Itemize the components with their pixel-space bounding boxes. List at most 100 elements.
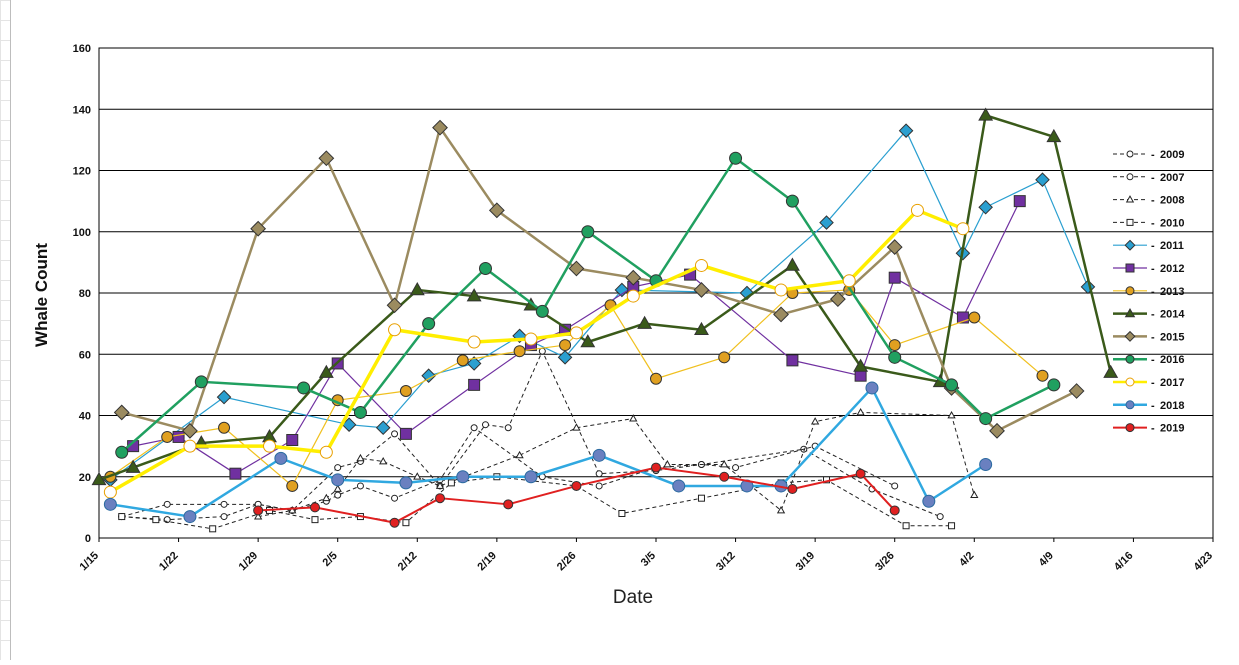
data-point-2008 — [629, 414, 638, 422]
data-point-2010 — [948, 522, 956, 530]
data-point-2017 — [569, 326, 583, 340]
x-tick-label: 2/19 — [475, 550, 499, 574]
legend-marker — [1124, 307, 1136, 318]
data-point-2015 — [386, 297, 403, 314]
data-point-2008 — [413, 472, 422, 480]
legend-entry-2015: -2015 — [1113, 330, 1184, 343]
series-2017 — [103, 203, 970, 499]
data-point-2007 — [356, 482, 364, 490]
data-point-2018 — [183, 510, 197, 524]
data-point-2014 — [1046, 128, 1062, 143]
data-point-2018 — [524, 470, 538, 484]
y-tick-label: 100 — [73, 227, 91, 239]
data-point-2011 — [466, 356, 482, 371]
data-point-2017 — [319, 445, 333, 459]
y-tick-label: 20 — [79, 472, 91, 484]
legend-entry-2014: -2014 — [1113, 307, 1185, 321]
data-point-2015 — [989, 422, 1005, 439]
data-point-2007 — [334, 491, 342, 499]
x-tick-label: 1/22 — [157, 550, 181, 574]
y-tick-label: 60 — [79, 349, 91, 361]
data-point-2010 — [402, 519, 410, 527]
x-tick-label: 4/2 — [957, 550, 976, 569]
x-tick-label: 3/5 — [639, 550, 658, 569]
series-line-2017 — [109, 208, 964, 494]
legend-separator: - — [1151, 309, 1155, 321]
data-point-2009 — [220, 500, 228, 508]
data-point-2013 — [559, 339, 572, 352]
legend-marker — [1124, 330, 1136, 342]
data-point-2017 — [842, 274, 856, 288]
series-line-2016 — [120, 157, 1055, 454]
data-point-2017 — [467, 335, 481, 349]
data-point-2013 — [161, 430, 174, 443]
x-tick-label: 2/26 — [555, 550, 579, 574]
data-point-2014 — [318, 364, 334, 378]
series-line-2018 — [110, 386, 987, 518]
chart-area: 0 20 40 60 80 100 120 140 160 1/15 1/22 1/29 2/5 2/1… — [10, 0, 1239, 660]
legend-separator: - — [1151, 149, 1155, 161]
data-point-2014 — [853, 358, 869, 372]
data-point-2008 — [947, 411, 956, 419]
data-point-2018 — [592, 448, 606, 462]
series-2009 — [118, 347, 944, 521]
data-point-2009 — [936, 513, 944, 521]
data-point-2007 — [391, 494, 399, 502]
data-point-2014 — [125, 459, 141, 473]
data-point-2013 — [218, 421, 231, 434]
legend-separator: - — [1151, 217, 1155, 229]
legend-entry-2018: -2018 — [1113, 400, 1184, 412]
data-point-2019 — [309, 502, 320, 513]
legend: -2009- 2007- 2008- 2010- 2011- 2012- 2013- 2014… — [1113, 149, 1185, 435]
data-point-2017 — [263, 439, 277, 453]
data-point-2012 — [399, 427, 412, 440]
data-point-2008 — [970, 490, 979, 499]
data-point-2016 — [785, 194, 799, 208]
legend-marker — [1125, 286, 1135, 296]
data-point-2010 — [697, 494, 705, 502]
data-point-2015 — [488, 202, 505, 219]
legend-label: 2017 — [1160, 377, 1184, 389]
series-line-2009 — [121, 350, 941, 518]
data-point-2016 — [115, 445, 129, 459]
data-point-2008 — [333, 484, 342, 492]
data-point-2017 — [626, 289, 640, 303]
x-tick-label: 3/26 — [873, 550, 897, 574]
series-line-2015 — [121, 126, 1078, 433]
data-point-2017 — [956, 222, 970, 236]
legend-label: 2010 — [1160, 217, 1184, 229]
data-point-2009 — [504, 424, 512, 432]
legend-label: 2011 — [1160, 240, 1184, 252]
data-point-2012 — [1013, 195, 1026, 208]
data-point-2019 — [855, 468, 866, 479]
data-point-2019 — [719, 471, 730, 482]
data-point-2016 — [945, 378, 959, 392]
series-lines — [91, 107, 1119, 533]
legend-entry-2007: -2007 — [1113, 172, 1184, 184]
data-point-2009 — [595, 470, 603, 478]
data-point-2014 — [580, 334, 596, 348]
series-2011 — [103, 123, 1096, 488]
data-point-2013 — [456, 354, 469, 367]
data-point-2016 — [888, 350, 902, 364]
data-point-2011 — [1035, 172, 1050, 187]
legend-entry-2009: -2009 — [1113, 149, 1184, 161]
legend-entry-2013: -2013 — [1113, 286, 1184, 298]
data-point-2017 — [183, 439, 197, 453]
series-line-2019 — [258, 466, 896, 524]
data-point-2019 — [787, 484, 798, 494]
data-point-2015 — [318, 150, 335, 167]
data-point-2012 — [786, 354, 799, 367]
data-point-2014 — [784, 257, 800, 271]
data-point-2018 — [456, 470, 470, 484]
legend-entry-2008: -2008 — [1113, 195, 1184, 207]
data-point-2008 — [720, 460, 729, 468]
data-point-2019 — [503, 499, 514, 510]
legend-separator: - — [1151, 195, 1155, 207]
data-point-2008 — [572, 423, 581, 431]
data-point-2013 — [718, 351, 731, 364]
data-point-2008 — [776, 505, 786, 514]
series-line-2010 — [121, 476, 952, 530]
legend-entry-2017: -2017 — [1113, 377, 1184, 389]
y-tick-label: 140 — [73, 104, 91, 116]
